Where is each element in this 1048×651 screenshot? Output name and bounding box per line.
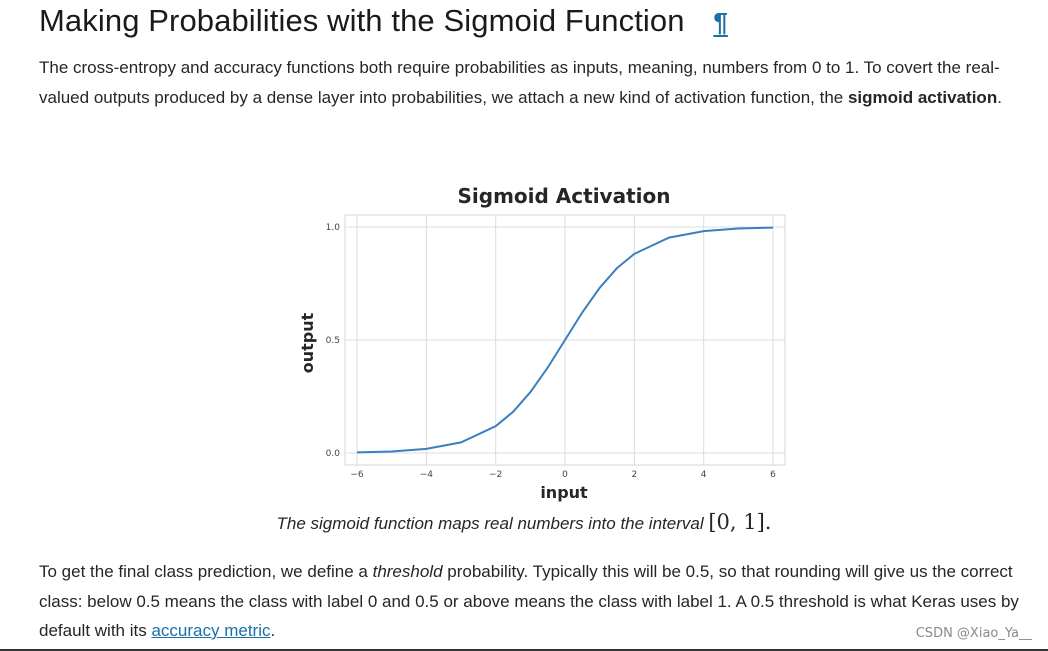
section-heading: Making Probabilities with the Sigmoid Fu…: [39, 3, 728, 39]
threshold-text-2: probability. Typically this will be 0.5,…: [39, 562, 1019, 640]
sigmoid-curve: [356, 226, 774, 454]
intro-text: The cross-entropy and accuracy functions…: [39, 58, 1000, 107]
chart-svg: Sigmoid Activation −6 −4 −2 0 2 4 6 0.00.51.0 …: [298, 184, 786, 502]
y-tick-label: 1.0: [326, 223, 341, 233]
figure-caption: The sigmoid function maps real numbers i…: [0, 510, 1048, 534]
x-tick-label: 4: [701, 470, 707, 480]
threshold-paragraph: To get the final class prediction, we de…: [39, 557, 1039, 646]
x-axis-label: input: [540, 483, 588, 502]
x-tick-label: −6: [350, 470, 364, 480]
threshold-text-3: .: [270, 621, 276, 640]
intro-end: .: [997, 87, 1002, 107]
bottom-divider: [0, 649, 1048, 651]
intro-paragraph: The cross-entropy and accuracy functions…: [39, 53, 1039, 112]
y-tick-label: 0.0: [326, 449, 341, 459]
y-tick-labels: 0.0 0.5 1.0: [326, 223, 341, 459]
x-tick-label: 0: [562, 470, 568, 480]
x-tick-label: 6: [770, 470, 776, 480]
caption-text: The sigmoid function maps real numbers i…: [276, 514, 709, 533]
caption-end: .: [764, 510, 772, 534]
caption-interval: [0, 1]: [708, 510, 765, 534]
y-axis-label: output: [298, 312, 317, 373]
x-tick-label: 2: [631, 470, 637, 480]
sigmoid-chart: Sigmoid Activation −6 −4 −2 0 2 4 6 0.0 0.5 1.0 …: [270, 175, 810, 510]
threshold-italic: threshold: [372, 562, 443, 581]
watermark: CSDN @Xiao_Ya__: [915, 626, 1032, 641]
x-tick-label: −4: [420, 470, 434, 480]
x-tick-labels: −6 −4 −2 0 2 4 6: [350, 470, 776, 480]
y-tick-label: 0.5: [326, 336, 340, 346]
chart-title: Sigmoid Activation: [458, 184, 671, 208]
x-tick-label: −2: [489, 470, 502, 480]
permalink-icon[interactable]: ¶: [713, 7, 728, 37]
intro-bold-term: sigmoid activation: [847, 87, 998, 107]
section-title: Making Probabilities with the Sigmoid Fu…: [39, 3, 685, 38]
threshold-text-1: To get the final class prediction, we de…: [39, 562, 373, 581]
accuracy-metric-link[interactable]: accuracy metric: [151, 621, 271, 640]
